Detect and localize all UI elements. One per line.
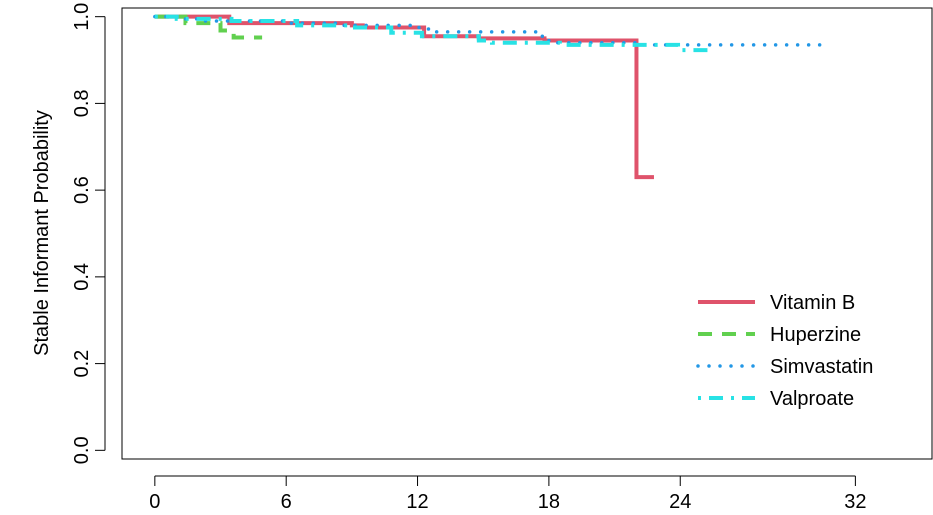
y-tick-label: 0.4 <box>71 263 93 291</box>
legend-label: Valproate <box>770 388 854 410</box>
x-tick-label: 24 <box>669 491 691 513</box>
x-tick-label: 18 <box>538 491 560 513</box>
y-axis: 0.0 0.2 0.4 0.6 0.8 1.0 <box>71 3 106 464</box>
x-tick-label: 0 <box>149 491 160 513</box>
series-line-valproate <box>154 14 714 53</box>
y-tick-label: 0.8 <box>71 89 93 117</box>
y-axis-title: Stable Informant Probability <box>31 110 53 356</box>
y-tick-label: 0.2 <box>71 350 93 378</box>
x-tick-label: 32 <box>844 491 866 513</box>
plot-frame <box>121 7 933 460</box>
x-axis: 0 6 12 18 24 32 <box>149 475 867 513</box>
x-tick-label: 6 <box>281 491 292 513</box>
legend-label: Simvastatin <box>770 356 873 378</box>
legend-label: Vitamin B <box>770 292 855 314</box>
y-tick-label: 0.0 <box>71 436 93 464</box>
legend-label: Huperzine <box>770 324 861 346</box>
series-line-vitamin-b <box>154 14 654 180</box>
legend: Vitamin B Huperzine Simvastatin Valproate <box>696 292 873 410</box>
x-tick-label: 12 <box>406 491 428 513</box>
y-tick-label: 1.0 <box>71 3 93 31</box>
plot-lines <box>153 14 827 180</box>
series-line-simvastatin <box>153 14 827 47</box>
y-tick-label: 0.6 <box>71 176 93 204</box>
